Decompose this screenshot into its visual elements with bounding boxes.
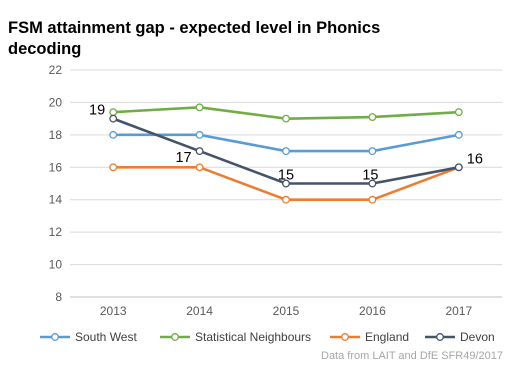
y-tick-label: 20 [49,95,63,109]
y-tick-label: 14 [49,193,63,207]
legend-marker [51,333,59,341]
data-point [282,147,290,156]
legend-label: South West [75,330,137,344]
x-tick-label: 2015 [273,304,300,318]
legend-marker [436,333,444,341]
data-label: 19 [89,103,105,119]
data-label: 17 [175,150,191,166]
data-label: 16 [467,151,483,167]
data-point [109,163,118,172]
data-label: 15 [362,168,378,184]
chart-title: FSM attainment gap - expected level in P… [8,19,381,58]
legend-item: South West [40,330,137,344]
data-point [368,179,377,188]
y-tick-label: 18 [49,128,63,142]
legend-marker [171,333,179,341]
y-axis: 8 10 12 14 16 18 20 22 [49,63,63,304]
legend-item: England [330,330,409,344]
y-tick-label: 8 [55,290,62,304]
y-tick-label: 12 [49,225,63,239]
data-point [109,108,118,117]
legend-label: England [365,330,409,344]
x-axis: 2013 2014 2015 2016 2017 [100,304,473,318]
data-point [282,114,290,123]
x-tick-label: 2013 [100,304,127,318]
legend-item: Statistical Neighbours [160,330,311,344]
data-point [454,163,463,172]
data-point [282,179,290,188]
legend-marker [341,333,349,341]
data-point [282,195,290,204]
y-tick-label: 22 [49,63,63,77]
legend: South West Statistical Neighbours England D… [40,330,495,344]
series-devon [109,114,463,188]
data-point [368,147,377,156]
x-tick-label: 2016 [359,304,386,318]
y-tick-label: 16 [49,160,63,174]
legend-label: Statistical Neighbours [195,330,311,344]
source-note: Data from LAIT and DfE SFR49/2017 [321,350,503,362]
series-england [109,163,463,204]
y-tick-label: 10 [49,258,63,272]
series-lines [109,103,463,204]
data-point [454,108,463,117]
series-statistical-neighbours [109,103,463,123]
data-point [368,113,377,121]
x-tick-label: 2014 [186,304,213,318]
legend-label: Devon [460,330,495,344]
legend-item: Devon [425,330,495,344]
data-labels: 19 17 15 15 16 [89,103,483,184]
data-point [454,130,463,139]
data-point [368,195,377,204]
data-point [109,114,118,123]
data-point [195,103,204,112]
data-point [195,130,204,139]
x-tick-label: 2017 [445,304,472,318]
series-south-west [109,130,463,156]
data-label: 15 [278,168,294,184]
data-point [109,130,118,139]
data-point [195,163,204,172]
data-point [195,147,204,156]
